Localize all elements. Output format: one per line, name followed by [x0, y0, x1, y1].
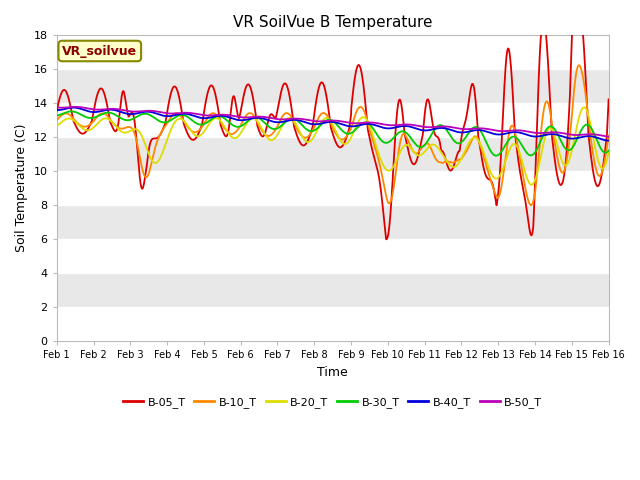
X-axis label: Time: Time [317, 366, 348, 379]
Bar [57, 103, 609, 137]
Y-axis label: Soil Temperature (C): Soil Temperature (C) [15, 124, 28, 252]
Title: VR SoilVue B Temperature: VR SoilVue B Temperature [233, 15, 433, 30]
Legend: B-05_T, B-10_T, B-20_T, B-30_T, B-40_T, B-50_T: B-05_T, B-10_T, B-20_T, B-30_T, B-40_T, … [118, 393, 547, 412]
Bar [57, 307, 609, 341]
Bar [57, 171, 609, 205]
Bar [57, 239, 609, 273]
Bar [57, 36, 609, 69]
Text: VR_soilvue: VR_soilvue [62, 45, 138, 58]
